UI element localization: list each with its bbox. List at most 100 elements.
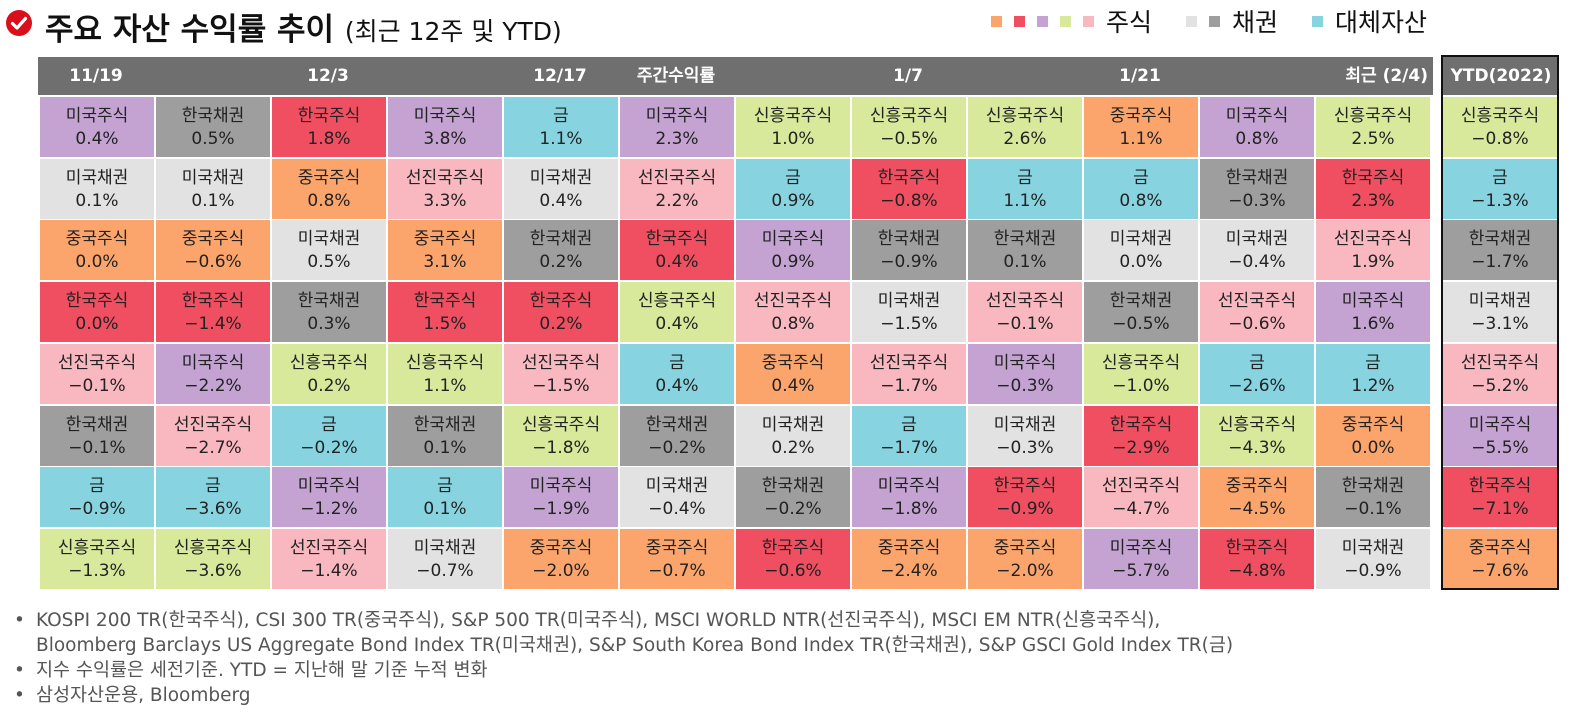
asset-name: 한국주식 [993,476,1057,496]
return-cell: 한국주식 0.0% [40,282,154,342]
return-value: −3.6% [184,499,242,519]
return-value: −3.1% [1471,314,1529,334]
return-value: −1.3% [68,561,126,581]
asset-name: 금 [1492,168,1508,188]
legend-swatch [1311,15,1323,27]
asset-name: 중국주식 [529,538,593,558]
return-value: −0.6% [764,561,822,581]
return-value: 0.1% [423,499,467,519]
return-cell: 미국주식 −5.5% [1443,406,1557,466]
return-cell: 미국주식 −1.9% [504,467,618,527]
title-subtitle: (최근 12주 및 YTD) [344,17,562,46]
return-value: 0.9% [771,191,815,211]
asset-name: 한국주식 [877,168,941,188]
asset-name: 한국주식 [65,291,129,311]
return-value: 1.5% [423,314,467,334]
return-cell: 신흥국주식 0.2% [272,344,386,404]
asset-name: 중국주식 [1468,538,1532,558]
return-value: 0.2% [539,314,583,334]
return-value: 0.2% [539,252,583,272]
asset-name: 중국주식 [181,229,245,249]
week-header-bar: 11/19 12/3 12/17 주간수익률 1/7 1/21 최근 (2/4) [38,57,1433,95]
return-value: −1.9% [532,499,590,519]
return-cell: 미국채권 −3.1% [1443,282,1557,342]
return-value: −7.6% [1471,561,1529,581]
asset-name: 중국주식 [993,538,1057,558]
title-text: 주요 자산 수익률 추이 [45,12,335,48]
return-cell: 한국주식 −0.6% [736,529,850,589]
asset-name: 금 [89,476,105,496]
return-cell: 금 0.9% [736,159,850,219]
asset-name: 선진국주식 [173,415,253,435]
return-value: −1.5% [880,314,938,334]
asset-name: 한국주식 [1109,415,1173,435]
return-cell: 한국채권 −0.3% [1200,159,1314,219]
asset-name: 선진국주식 [57,353,137,373]
asset-name: 중국주식 [1109,106,1173,126]
return-cell: 신흥국주식 2.6% [968,97,1082,157]
page-title: 주요 자산 수익률 추이 (최근 12주 및 YTD) [45,4,562,49]
asset-name: 선진국주식 [985,291,1065,311]
return-value: −0.3% [1228,191,1286,211]
footnote-1-cont: Bloomberg Barclays US Aggregate Bond Ind… [14,633,1233,658]
return-cell: 금 0.1% [388,467,502,527]
return-value: 0.2% [307,376,351,396]
return-value: −4.8% [1228,561,1286,581]
asset-name: 미국주식 [297,476,361,496]
return-cell: 한국채권 0.2% [504,220,618,280]
return-cell: 한국채권 −0.2% [620,406,734,466]
footnote-text: 삼성자산운용, Bloomberg [36,685,251,706]
return-cell: 중국주식 −7.6% [1443,529,1557,589]
return-value: −2.7% [184,438,242,458]
asset-name: 한국채권 [761,476,825,496]
asset-name: 한국채권 [993,229,1057,249]
return-cell: 선진국주식 1.9% [1316,220,1430,280]
footnote-3: • 삼성자산운용, Bloomberg [14,685,251,706]
return-cell: 미국채권 −0.7% [388,529,502,589]
asset-name: 한국채권 [1468,229,1532,249]
legend-swatch [1185,15,1197,27]
return-value: 2.3% [1351,191,1395,211]
return-value: 0.3% [307,314,351,334]
return-cell: 한국채권 −0.1% [1316,467,1430,527]
return-value: 0.8% [1235,129,1279,149]
return-cell: 선진국주식 −0.1% [968,282,1082,342]
return-value: −0.9% [1344,561,1402,581]
return-value: 1.1% [1119,129,1163,149]
asset-name: 한국채권 [529,229,593,249]
asset-name: 신흥국주식 [637,291,717,311]
return-value: −0.8% [880,191,938,211]
asset-name: 신흥국주식 [985,106,1065,126]
return-cell: 신흥국주식 1.0% [736,97,850,157]
return-cell: 미국주식 0.9% [736,220,850,280]
return-value: −2.9% [1112,438,1170,458]
asset-name: 미국주식 [645,106,709,126]
asset-name: 한국주식 [297,106,361,126]
asset-name: 미국채권 [529,168,593,188]
return-value: −2.6% [1228,376,1286,396]
return-value: 0.8% [771,314,815,334]
return-value: −1.4% [300,561,358,581]
return-cell: 금 −0.2% [272,406,386,466]
asset-name: 선진국주식 [637,168,717,188]
asset-name: 미국채권 [181,168,245,188]
return-value: −0.9% [880,252,938,272]
asset-name: 한국채권 [65,415,129,435]
asset-name: 선진국주식 [1460,353,1540,373]
week-header-label: 1/7 [893,66,923,86]
return-value: −0.1% [1344,499,1402,519]
return-cell: 신흥국주식 −0.5% [852,97,966,157]
return-cell: 한국채권 −0.2% [736,467,850,527]
return-value: −0.4% [648,499,706,519]
return-cell: 신흥국주식 0.4% [620,282,734,342]
asset-name: 신흥국주식 [521,415,601,435]
week-header-label: 12/17 [533,66,587,86]
return-value: 0.8% [1119,191,1163,211]
asset-name: 중국주식 [413,229,477,249]
week-header-label: 12/3 [307,66,349,86]
return-value: −0.3% [996,376,1054,396]
return-cell: 한국주식 1.8% [272,97,386,157]
return-cell: 금 −1.3% [1443,159,1557,219]
return-cell: 금 −2.6% [1200,344,1314,404]
return-cell: 신흥국주식 −1.0% [1084,344,1198,404]
